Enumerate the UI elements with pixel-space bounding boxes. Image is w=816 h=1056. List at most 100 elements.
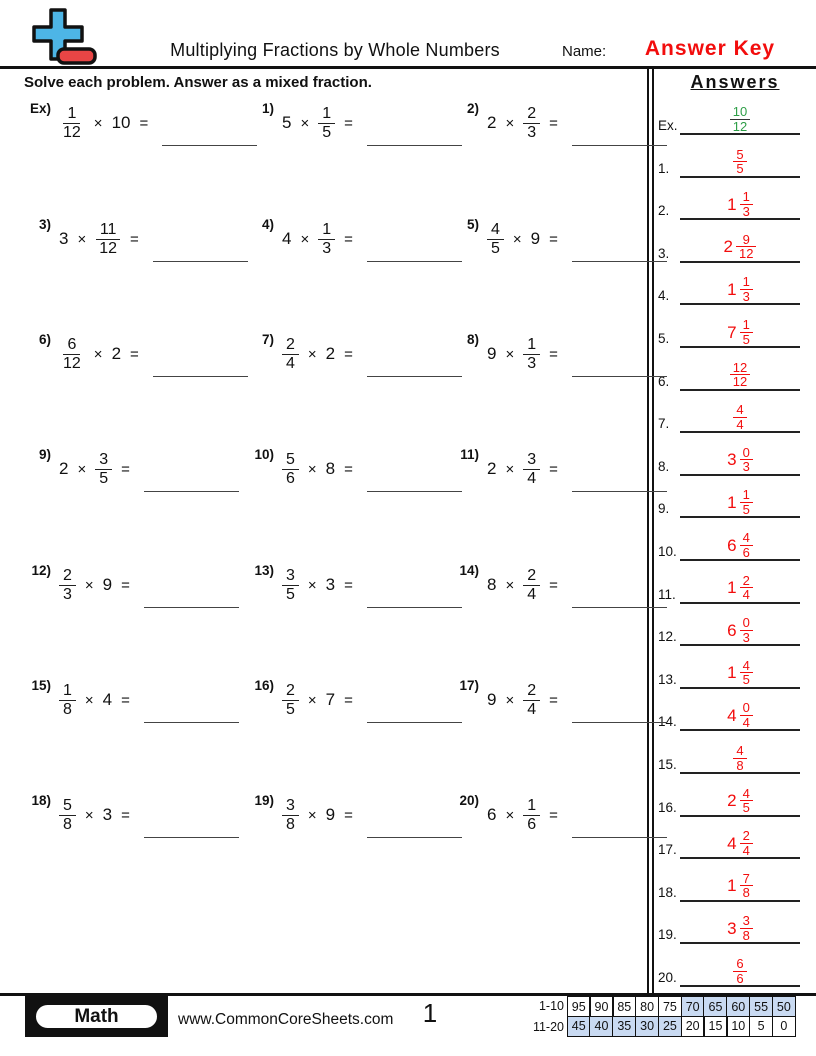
score-cell: 95 [566, 996, 591, 1017]
answer-number-label: 1. [658, 160, 670, 176]
answer-blank [571, 375, 667, 377]
problem-expression: 4 5 × 9 = [487, 215, 667, 263]
answer-number-label: 3. [658, 245, 670, 261]
problem-number-label: 15) [31, 678, 51, 693]
answer-row: 13. 1 4 5 [658, 648, 806, 689]
equals-sign: = [549, 460, 558, 478]
answer-line [680, 431, 800, 434]
whole-number: 3 [59, 229, 69, 248]
multiply-sign: × [93, 345, 103, 363]
problem-number-label: 16) [254, 678, 274, 693]
problem-item: 15) 1 8 × 4 = [24, 676, 239, 724]
problem-number-label: 1) [261, 101, 274, 116]
problem-item: 3) 3 × 11 12 = [24, 215, 248, 263]
fraction-numerator: 3 [282, 797, 299, 816]
problem-item: 4) 4 × 1 3 = [247, 215, 462, 263]
answer-blank [366, 490, 462, 492]
answer-number-label: 11. [658, 586, 676, 602]
fraction-numerator: 4 [742, 530, 750, 545]
answer-row: Ex. 10 12 [658, 94, 806, 135]
multiply-sign: × [307, 576, 317, 594]
fraction-denominator: 3 [63, 585, 72, 603]
equals-sign: = [549, 345, 558, 363]
multiply-sign: × [84, 576, 94, 594]
equals-sign: = [121, 806, 130, 824]
problem-fraction: 1 12 [59, 105, 85, 142]
subject-label: Math [33, 1002, 160, 1031]
answer-blank [366, 606, 462, 608]
answer-line [680, 388, 800, 391]
fraction-denominator: 5 [491, 239, 500, 257]
problem-number-label: 2) [466, 101, 479, 116]
whole-number: 9 [487, 690, 497, 709]
fraction-numerator: 6 [63, 336, 81, 355]
fraction-denominator: 12 [729, 118, 751, 134]
problem-number-label: 10) [254, 447, 274, 462]
answer-row: 3. 2 9 12 [658, 222, 806, 263]
equals-sign: = [130, 345, 139, 363]
answer-fraction: 12 12 [729, 361, 751, 389]
score-cell: 45 [566, 1015, 591, 1037]
fraction-numerator: 4 [736, 743, 744, 758]
answer-blank [143, 721, 239, 723]
fraction-denominator: 8 [63, 700, 72, 718]
fraction-numerator: 3 [523, 451, 541, 470]
fraction-numerator: 10 [732, 104, 748, 119]
fraction-denominator: 12 [736, 246, 757, 261]
score-cell: 10 [726, 1015, 751, 1037]
answer-blank [143, 836, 239, 838]
fraction-numerator: 4 [742, 657, 750, 673]
whole-number: 9 [487, 344, 497, 363]
score-cell: 90 [589, 996, 614, 1017]
problem-item: Ex) 1 12 × 10 = [24, 99, 258, 147]
problem-item: 12) 2 3 × 9 = [24, 561, 239, 609]
problem-expression: 2 3 × 9 = [59, 561, 239, 609]
problem-item: 19) 3 8 × 9 = [247, 791, 462, 839]
answer-line [680, 516, 800, 519]
fraction-numerator: 3 [742, 913, 750, 929]
problem-number-label: 6) [38, 332, 51, 347]
problem-expression: 2 4 × 2 = [282, 330, 462, 378]
fraction-numerator: 4 [742, 785, 750, 801]
fraction-numerator: 0 [742, 700, 750, 716]
problem-number-label: 18) [31, 793, 51, 808]
answer-whole-number: 6 [727, 535, 737, 555]
fraction-numerator: 2 [282, 336, 299, 355]
problem-item: 5) 4 5 × 9 = [452, 215, 667, 263]
multiply-sign: × [505, 691, 515, 709]
answer-number-label: 5. [658, 331, 670, 346]
multiply-sign: × [505, 806, 515, 824]
fraction-denominator: 3 [527, 354, 537, 372]
header-divider [0, 66, 816, 69]
fraction-denominator: 6 [733, 970, 747, 986]
score-range-label: 1-10 [538, 999, 564, 1013]
answer-row: 12. 6 0 3 [658, 605, 806, 647]
answer-number-label: 17. [658, 842, 677, 858]
equals-sign: = [139, 114, 149, 132]
answer-row: 18. 1 7 8 [658, 861, 806, 902]
answer-row: 7. 4 4 [658, 392, 806, 434]
answer-line [680, 218, 800, 221]
answer-whole-number: 6 [727, 620, 737, 640]
score-cell: 75 [657, 996, 682, 1017]
equals-sign: = [121, 460, 130, 478]
problem-number-label: 7) [261, 332, 274, 347]
fraction-numerator: 5 [59, 797, 76, 816]
fraction-denominator: 5 [286, 585, 295, 603]
problem-number-label: 12) [31, 563, 51, 578]
answer-blank [366, 260, 462, 262]
answer-line [680, 942, 800, 945]
fraction-numerator: 2 [523, 682, 541, 701]
multiply-sign: × [93, 114, 103, 132]
equals-sign: = [344, 691, 353, 709]
multiply-sign: × [505, 460, 515, 478]
